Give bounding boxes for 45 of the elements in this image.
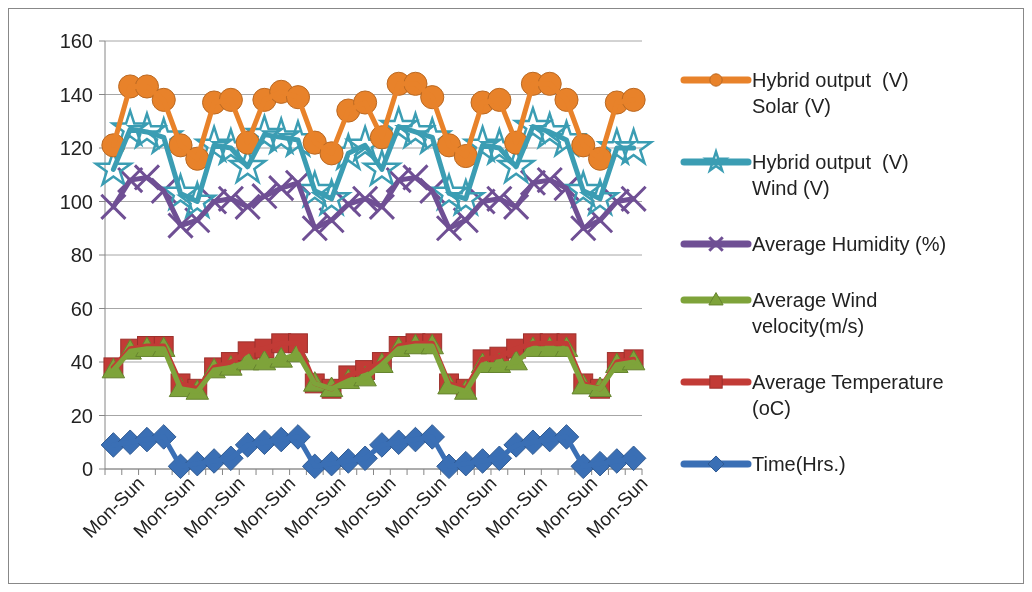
point [267,174,295,202]
y-tick-label: 0 [81,458,93,480]
point [244,112,286,153]
legend-label: Average Temperature (oC) [752,371,944,419]
legend-label: Hybrid output (V) Solar (V) [752,69,909,117]
point [461,123,504,164]
point [217,185,245,213]
point [401,163,429,191]
point [536,166,564,194]
legend-label: Average Wind velocity(m/s) [752,289,878,337]
point [385,166,413,194]
point [377,104,420,145]
y-tick-label: 60 [70,297,93,320]
point [301,214,329,242]
point [586,206,614,234]
point [452,206,480,234]
point [502,193,530,221]
point [318,206,346,234]
point [334,190,362,218]
point [176,179,219,220]
y-tick-label: 20 [70,404,93,427]
point [183,206,211,234]
point [116,166,144,194]
point [250,182,278,210]
y-tick-label: 100 [59,190,93,213]
point [435,214,463,242]
point [234,193,262,221]
point [166,212,195,240]
point [133,163,161,191]
y-tick-label: 160 [59,30,93,52]
point [569,214,597,242]
point [519,169,547,197]
y-tick-label: 120 [59,137,93,159]
point [418,177,446,205]
legend-label: Time(Hrs.) [752,453,846,475]
point [620,185,648,213]
y-tick-label: 80 [70,244,93,266]
point [485,185,513,213]
legend-label: Average Humidity (%) [752,233,947,255]
point [99,193,127,221]
legend-label: Hybrid output (V) Wind (V) [752,151,909,199]
point [351,185,379,213]
point [368,193,396,221]
y-tick-label: 140 [59,83,93,106]
y-tick-label: 40 [70,351,93,373]
